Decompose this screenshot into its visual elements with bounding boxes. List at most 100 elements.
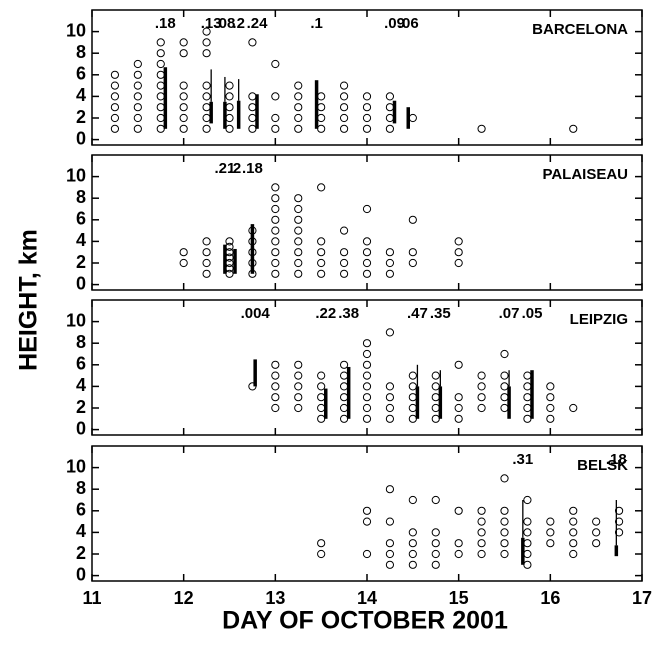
point	[454, 393, 463, 402]
y-tick-label: 2	[76, 543, 86, 563]
point	[408, 403, 417, 413]
point	[454, 506, 463, 515]
aod-label: .35	[430, 305, 451, 322]
point	[523, 539, 532, 548]
point	[569, 539, 578, 548]
point	[294, 204, 303, 214]
point	[294, 194, 303, 203]
point	[202, 49, 211, 58]
point	[477, 382, 486, 391]
point	[156, 49, 165, 58]
point	[385, 403, 395, 413]
point	[179, 38, 188, 47]
y-tick-label: 0	[76, 128, 86, 148]
aod-label: .31	[512, 451, 533, 468]
point	[339, 371, 349, 380]
point	[156, 59, 165, 69]
aod-label: .1	[310, 15, 323, 32]
point	[133, 113, 142, 123]
point	[523, 495, 532, 505]
point	[294, 248, 303, 257]
point	[294, 103, 303, 112]
point	[339, 414, 349, 423]
aod-label: .38	[338, 305, 359, 322]
point	[179, 81, 188, 90]
x-tick-label: 11	[82, 588, 101, 608]
point	[248, 113, 257, 123]
point	[202, 124, 211, 133]
point	[454, 539, 463, 548]
point	[156, 70, 165, 79]
point	[225, 113, 234, 123]
point	[362, 360, 372, 369]
point	[431, 528, 440, 537]
point	[317, 248, 326, 257]
y-tick-label: 2	[76, 107, 86, 127]
y-tick-label: 0	[76, 564, 86, 584]
point	[271, 215, 280, 224]
point	[500, 382, 509, 391]
point	[431, 539, 440, 548]
point	[500, 517, 509, 526]
point	[431, 549, 440, 559]
point	[523, 403, 532, 413]
point	[454, 403, 463, 413]
point	[294, 382, 303, 391]
point	[271, 92, 280, 101]
y-tick-label: 10	[66, 456, 86, 476]
point	[385, 414, 395, 423]
point	[500, 349, 509, 359]
point	[271, 269, 280, 278]
point	[546, 393, 555, 402]
y-tick-label: 6	[76, 209, 86, 229]
point	[477, 528, 486, 537]
point	[317, 403, 326, 413]
aod-label: .47	[407, 305, 428, 322]
point	[225, 124, 234, 133]
point	[500, 393, 509, 402]
point	[225, 103, 234, 112]
x-tick-label: 15	[449, 588, 469, 608]
point	[477, 549, 486, 559]
y-tick-label: 8	[76, 478, 86, 498]
point	[454, 237, 463, 246]
point	[385, 92, 395, 101]
aod-label: .05	[522, 305, 543, 322]
point	[133, 70, 142, 79]
aod-label: .07	[499, 305, 520, 322]
point	[156, 124, 165, 133]
point	[202, 92, 211, 101]
aod-label: .18	[155, 15, 176, 32]
point	[110, 70, 120, 79]
point	[408, 549, 417, 559]
station-name: BARCELONA	[532, 21, 628, 38]
point	[362, 248, 372, 257]
point	[271, 183, 280, 192]
aod-label: .06	[398, 15, 419, 32]
point	[362, 414, 372, 423]
point	[477, 124, 486, 133]
point	[271, 113, 280, 123]
y-tick-label: 6	[76, 64, 86, 84]
point	[110, 92, 120, 101]
point	[592, 539, 601, 548]
point	[385, 549, 395, 559]
point	[385, 103, 395, 112]
point	[294, 360, 303, 369]
point	[385, 258, 395, 268]
aod-label: .2	[229, 160, 242, 177]
point	[454, 258, 463, 268]
point	[362, 393, 372, 402]
point	[294, 371, 303, 380]
point	[362, 269, 372, 278]
point	[408, 393, 417, 402]
point	[294, 258, 303, 268]
point	[202, 81, 211, 90]
point	[339, 92, 349, 101]
point	[614, 506, 624, 515]
aod-label: .18	[606, 451, 627, 468]
point	[454, 549, 463, 559]
point	[454, 360, 463, 369]
x-axis-label: DAY OF OCTOBER 2001	[222, 607, 508, 635]
point	[133, 103, 142, 112]
